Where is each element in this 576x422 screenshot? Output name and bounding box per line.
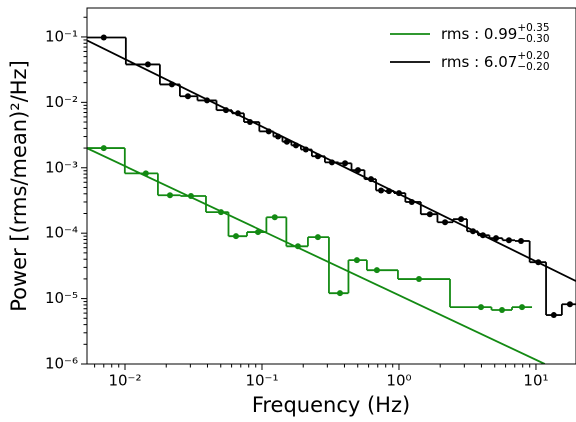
legend-sub: −0.20 — [517, 61, 549, 73]
legend-label: rms : 0.99+0.35 −0.30 — [441, 22, 550, 45]
data-point — [354, 167, 361, 174]
data-point — [265, 128, 272, 135]
data-point — [378, 187, 385, 194]
data-point — [246, 119, 253, 126]
legend-sub: −0.30 — [517, 33, 549, 45]
data-point — [142, 170, 149, 177]
data-point — [498, 306, 505, 313]
legend-name: rms : 0.99 — [441, 25, 517, 43]
data-point — [217, 209, 224, 216]
data-point — [232, 233, 239, 240]
data-point — [187, 193, 194, 200]
data-point — [478, 304, 485, 311]
data-point — [442, 219, 449, 226]
y-tick-label: 10⁻⁴ — [45, 224, 78, 242]
y-tick-label: 10⁻³ — [45, 158, 78, 176]
data-point — [275, 133, 282, 140]
data-point — [415, 276, 422, 283]
data-point — [566, 301, 573, 308]
legend-sup: +0.20 — [517, 50, 549, 62]
data-point — [254, 229, 261, 236]
data-point — [184, 93, 191, 100]
x-tick-label: 10⁻¹ — [245, 372, 278, 390]
data-point — [166, 192, 173, 199]
data-point — [222, 107, 229, 114]
plot-area — [87, 34, 576, 364]
data-point — [426, 211, 433, 218]
data-point — [328, 159, 335, 166]
data-point — [368, 176, 375, 183]
data-point — [550, 312, 557, 319]
data-point — [283, 138, 290, 145]
data-point — [518, 237, 525, 244]
data-point — [469, 228, 476, 235]
x-tick-label: 10⁰ — [386, 372, 411, 390]
y-tick-label: 10⁻¹ — [45, 27, 78, 45]
data-point — [519, 304, 526, 311]
data-point — [535, 259, 542, 266]
plot-frame — [86, 7, 576, 365]
data-point — [336, 290, 343, 297]
data-point — [493, 235, 500, 242]
y-tick-label: 10⁻² — [45, 93, 78, 111]
legend-label: rms : 6.07+0.20 −0.20 — [441, 50, 550, 73]
data-point — [234, 110, 241, 117]
data-point — [385, 188, 392, 195]
legend-name: rms : 6.07 — [441, 53, 517, 71]
data-point — [302, 146, 309, 153]
data-point — [395, 190, 402, 197]
data-point — [204, 97, 211, 104]
data-point — [458, 216, 465, 223]
x-tick-label: 10⁻² — [108, 372, 141, 390]
data-point — [314, 234, 321, 241]
data-point — [314, 153, 321, 160]
data-point — [373, 267, 380, 274]
y-axis-label: Power [(rms/mean)²/Hz] — [7, 60, 31, 312]
data-point — [505, 237, 512, 244]
data-point — [144, 61, 151, 68]
data-point — [292, 142, 299, 149]
x-axis-label: Frequency (Hz) — [252, 393, 410, 417]
y-tick-label: 10⁻⁶ — [45, 355, 78, 373]
data-point — [271, 214, 278, 221]
data-point — [100, 34, 107, 41]
x-tick-label: 10¹ — [523, 372, 548, 390]
data-point — [408, 198, 415, 205]
y-tick-label: 10⁻⁵ — [45, 289, 78, 307]
data-point — [100, 145, 107, 152]
model-line — [87, 147, 546, 364]
legend-sup: +0.35 — [517, 22, 549, 34]
data-point — [479, 232, 486, 239]
data-point — [342, 160, 349, 167]
data-point — [294, 243, 301, 250]
data-point — [168, 81, 175, 88]
data-point — [353, 257, 360, 264]
